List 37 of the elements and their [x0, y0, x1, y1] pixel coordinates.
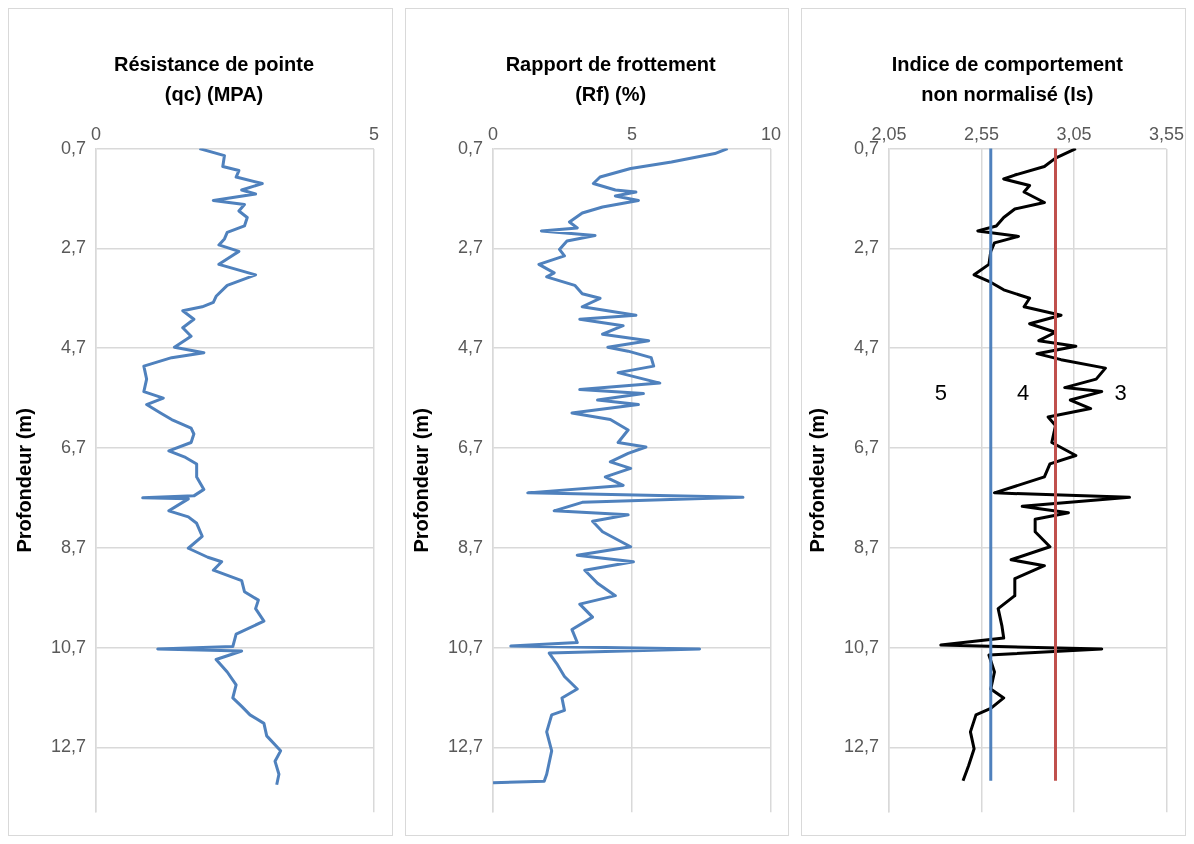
y-tick-label: 8,7 [61, 536, 87, 557]
x-tick-label: 3,55 [1149, 123, 1185, 144]
x-tick-label: 0 [487, 123, 498, 144]
y-tick-label: 4,7 [61, 337, 87, 358]
x-tick-label: 5 [626, 123, 637, 144]
y-tick-label: 0,7 [457, 137, 483, 158]
y-tick-label: 10,7 [844, 636, 880, 657]
y-tick-label: 12,7 [50, 736, 87, 757]
y-tick-label: 2,7 [854, 237, 880, 258]
y-axis-title: Profondeur (m) [409, 408, 432, 553]
y-tick-label: 6,7 [61, 436, 87, 457]
x-tick-label: 3,05 [1056, 123, 1092, 144]
x-tick-label: 2,55 [964, 123, 1000, 144]
annotation: 3 [1114, 380, 1127, 406]
chart-title: Rapport de frottement (Rf) (%) [504, 52, 717, 107]
y-axis-title: Profondeur (m) [805, 408, 828, 553]
y-tick-label: 12,7 [447, 736, 483, 757]
y-tick-label: 0,7 [61, 137, 87, 158]
y-tick-label: 2,7 [61, 237, 87, 258]
chart-title: Résistance de pointe (qc) (MPA) [112, 52, 316, 107]
chart-title: Indice de comportement non normalisé (Is) [890, 52, 1124, 107]
y-tick-label: 6,7 [457, 436, 483, 457]
y-axis-title: Profondeur (m) [12, 408, 35, 553]
y-tick-label: 8,7 [457, 536, 483, 557]
y-tick-label: 2,7 [457, 237, 483, 258]
y-tick-label: 4,7 [457, 337, 483, 358]
y-tick-label: 6,7 [854, 436, 880, 457]
y-tick-label: 12,7 [844, 736, 880, 757]
x-tick-label: 5 [368, 123, 380, 144]
x-tick-label: 0 [91, 123, 102, 144]
y-tick-label: 8,7 [854, 536, 880, 557]
y-tick-label: 10,7 [50, 636, 87, 657]
x-tick-label: 10 [760, 123, 781, 144]
annotation: 4 [1017, 380, 1030, 406]
y-tick-label: 10,7 [447, 636, 483, 657]
annotation: 5 [934, 380, 948, 406]
y-tick-label: 4,7 [854, 337, 880, 358]
